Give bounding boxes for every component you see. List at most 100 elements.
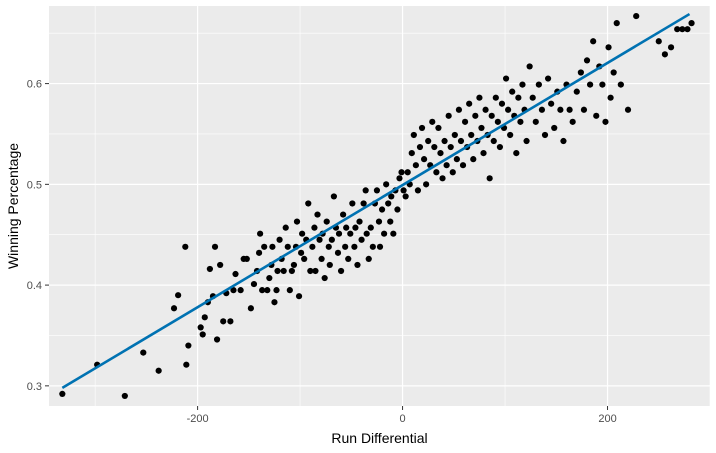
data-point bbox=[544, 75, 552, 82]
data-point bbox=[453, 156, 460, 163]
data-point bbox=[314, 211, 321, 218]
data-point bbox=[356, 218, 363, 225]
data-point bbox=[121, 392, 128, 400]
data-point bbox=[451, 131, 458, 139]
data-point bbox=[213, 336, 221, 343]
data-point bbox=[478, 124, 485, 132]
data-point bbox=[352, 224, 359, 231]
data-point bbox=[529, 94, 536, 101]
data-point bbox=[199, 331, 206, 338]
data-point bbox=[286, 287, 293, 294]
data-point bbox=[423, 181, 430, 188]
data-point bbox=[295, 293, 303, 300]
data-point bbox=[247, 305, 254, 312]
data-point bbox=[298, 249, 305, 256]
data-point bbox=[402, 193, 409, 200]
data-point bbox=[383, 181, 390, 188]
data-point bbox=[602, 118, 609, 125]
data-point bbox=[273, 287, 280, 294]
data-point bbox=[418, 124, 426, 132]
data-point bbox=[328, 236, 335, 243]
data-point bbox=[227, 318, 234, 325]
data-point bbox=[560, 137, 567, 145]
data-point bbox=[140, 349, 147, 356]
data-point bbox=[394, 206, 401, 213]
data-point bbox=[661, 51, 669, 58]
data-point bbox=[290, 261, 298, 269]
data-point bbox=[526, 63, 533, 70]
data-point bbox=[59, 390, 66, 398]
x-axis-title: Run Differential bbox=[331, 430, 427, 446]
data-point bbox=[381, 230, 388, 237]
data-point bbox=[259, 287, 266, 294]
data-point bbox=[515, 94, 522, 101]
regression-line bbox=[61, 12, 691, 389]
data-point bbox=[257, 230, 264, 237]
data-point bbox=[362, 187, 369, 194]
data-point bbox=[535, 81, 542, 88]
data-point bbox=[617, 81, 624, 88]
data-point bbox=[170, 305, 178, 312]
data-point bbox=[457, 137, 465, 145]
data-point bbox=[410, 131, 417, 139]
data-point bbox=[321, 274, 328, 282]
data-point bbox=[182, 243, 189, 250]
data-point bbox=[288, 267, 295, 275]
data-point bbox=[400, 187, 407, 194]
data-point bbox=[367, 224, 374, 231]
data-point bbox=[494, 118, 501, 125]
data-point bbox=[220, 318, 227, 325]
data-point bbox=[468, 131, 475, 139]
data-point bbox=[684, 26, 691, 33]
data-point bbox=[337, 267, 345, 275]
data-point bbox=[299, 230, 306, 237]
data-point bbox=[373, 187, 381, 194]
data-point bbox=[433, 169, 440, 176]
data-point bbox=[470, 156, 477, 163]
data-point bbox=[271, 299, 278, 306]
data-point bbox=[280, 267, 287, 275]
data-point bbox=[330, 193, 337, 200]
data-point bbox=[610, 69, 617, 76]
data-point bbox=[586, 81, 594, 88]
y-tick-label: 0.3 bbox=[27, 381, 42, 393]
data-point bbox=[590, 38, 597, 45]
data-point bbox=[439, 175, 446, 182]
data-point bbox=[613, 20, 620, 27]
data-point bbox=[416, 143, 424, 151]
data-point bbox=[404, 169, 411, 176]
data-point bbox=[577, 69, 584, 76]
data-point bbox=[316, 236, 323, 243]
data-point bbox=[679, 26, 686, 33]
data-point bbox=[398, 169, 405, 176]
data-point bbox=[387, 218, 394, 225]
data-point bbox=[541, 131, 549, 139]
data-point bbox=[347, 230, 354, 237]
data-point bbox=[429, 118, 436, 125]
data-point bbox=[363, 230, 370, 237]
data-point bbox=[548, 100, 555, 107]
data-point bbox=[211, 243, 219, 250]
data-point bbox=[311, 224, 318, 231]
data-point bbox=[624, 106, 632, 113]
data-point bbox=[538, 106, 546, 113]
data-point bbox=[505, 106, 512, 113]
data-point bbox=[607, 94, 614, 101]
data-point bbox=[519, 81, 526, 88]
data-point bbox=[385, 200, 392, 207]
data-point bbox=[255, 249, 263, 256]
data-point bbox=[437, 150, 444, 157]
data-point bbox=[414, 187, 422, 194]
data-point bbox=[425, 137, 432, 145]
data-point bbox=[354, 261, 361, 269]
data-point bbox=[335, 230, 343, 237]
data-point bbox=[476, 94, 483, 101]
data-point bbox=[345, 255, 352, 262]
data-point bbox=[459, 162, 467, 169]
data-point bbox=[323, 218, 330, 225]
data-point bbox=[388, 193, 395, 200]
data-point bbox=[593, 112, 600, 119]
data-point bbox=[326, 261, 333, 269]
data-point bbox=[269, 243, 276, 250]
data-point bbox=[232, 270, 239, 278]
